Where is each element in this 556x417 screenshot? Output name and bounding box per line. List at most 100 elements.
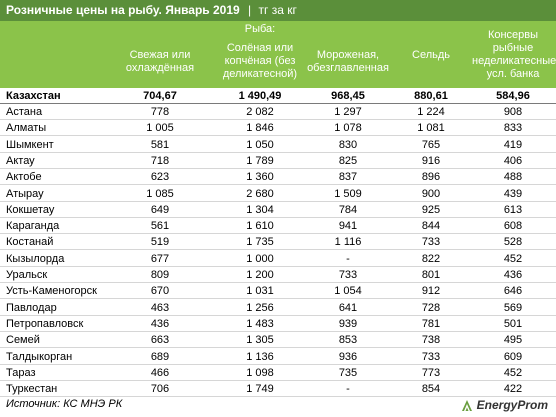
cell-frozen: 1 297: [334, 106, 362, 118]
row-name: Атырау: [6, 187, 44, 200]
cell-herring: 844: [421, 220, 441, 233]
row-name: Павлодар: [6, 301, 57, 314]
cell-canned: 439: [503, 187, 523, 200]
row-name: Тараз: [6, 366, 36, 379]
table-row: Атырау 1 085 2 680 1 509 900 439: [0, 186, 556, 202]
table-title: Розничные цены на рыбу. Январь 2019: [6, 3, 240, 17]
header-col-salted-line1: Солёная или: [226, 42, 294, 54]
cell-herring: 728: [421, 301, 441, 314]
cell-canned: 646: [503, 285, 523, 298]
header-group-label: Рыба:: [244, 23, 276, 35]
table-row: Караганда 561 1 610 941 844 608: [0, 218, 556, 235]
cell-herring: 896: [421, 171, 441, 184]
cell-salted: 1 846: [246, 122, 274, 135]
row-name: Караганда: [6, 220, 60, 233]
cell-frozen: 941: [338, 220, 358, 233]
cell-fresh: 649: [150, 203, 170, 216]
table-row: Костанай 519 1 735 1 116 733 528: [0, 234, 556, 251]
row-name: Актобе: [6, 171, 42, 184]
cell-salted: 1 735: [246, 236, 274, 249]
cell-fresh: 704,67: [143, 90, 177, 102]
cell-fresh: 463: [150, 301, 170, 314]
header-col-canned-line2: рыбные: [492, 42, 534, 54]
row-name: Усть-Каменогорск: [6, 285, 97, 298]
cell-canned: 406: [503, 154, 523, 167]
table-row: Тараз 466 1 098 735 773 452: [0, 365, 556, 381]
cell-salted: 1 789: [246, 154, 274, 167]
cell-fresh: 519: [150, 236, 170, 249]
cell-fresh: 623: [150, 171, 170, 184]
cell-frozen: 784: [338, 203, 358, 216]
cell-herring: 1 224: [417, 106, 445, 118]
cell-canned: 488: [503, 171, 523, 184]
cell-salted: 1 136: [246, 350, 274, 363]
cell-frozen: 1 078: [334, 122, 362, 135]
table-footer: Источник: КС МНЭ РК EnergyProm: [0, 392, 556, 417]
unit-label: тг за кг: [258, 3, 297, 17]
cell-herring: 781: [421, 317, 441, 330]
table-row: Шымкент 581 1 050 830 765 419: [0, 137, 556, 153]
row-name: Семей: [6, 334, 40, 347]
cell-canned: 422: [503, 383, 523, 396]
cell-frozen: 968,45: [331, 90, 365, 102]
cell-fresh: 778: [150, 106, 170, 118]
table-row: Талдыкорган 689 1 136 936 733 609: [0, 349, 556, 365]
cell-herring: 912: [421, 285, 441, 298]
cell-fresh: 1 085: [146, 187, 174, 200]
cell-herring: 1 081: [417, 122, 445, 135]
cell-herring: 880,61: [414, 90, 448, 102]
cell-herring: 822: [421, 252, 441, 265]
cell-herring: 733: [421, 350, 441, 363]
cell-canned: 584,96: [496, 90, 530, 102]
cell-fresh: 809: [150, 269, 170, 281]
row-name: Кызылорда: [6, 252, 65, 265]
cell-salted: 1 490,49: [238, 90, 282, 102]
cell-salted: 2 680: [246, 187, 274, 200]
header-col-herring: Сельдь: [390, 49, 472, 62]
header-col-canned: Консервы рыбные неделикатесные, усл. бан…: [472, 29, 556, 81]
cell-canned: 452: [503, 252, 523, 265]
header-col-salted-line3: деликатесной): [222, 68, 298, 80]
cell-herring: 900: [421, 187, 441, 200]
cell-canned: 495: [503, 334, 523, 347]
cell-salted: 1 256: [246, 301, 274, 314]
cell-fresh: 670: [150, 285, 170, 298]
cell-fresh: 663: [150, 334, 170, 347]
logo: EnergyProm: [459, 396, 548, 414]
cell-herring: 773: [421, 366, 441, 379]
header-col-salted: Солёная или копчёная (без деликатесной): [214, 42, 306, 81]
cell-salted: 2 082: [246, 106, 274, 118]
cell-frozen: 837: [338, 171, 358, 184]
row-name: Кокшетау: [6, 203, 55, 216]
row-name: Костанай: [6, 236, 54, 249]
cell-fresh: 561: [150, 220, 170, 233]
row-name: Шымкент: [6, 138, 54, 151]
table-row: Усть-Каменогорск 670 1 031 1 054 912 646: [0, 283, 556, 300]
cell-salted: 1 483: [246, 317, 274, 330]
row-name: Казахстан: [6, 90, 61, 102]
row-name: Петропавловск: [6, 317, 84, 330]
row-name: Талдыкорган: [6, 350, 73, 363]
cell-frozen: 641: [338, 301, 358, 314]
cell-herring: 733: [421, 236, 441, 249]
table-row: Туркестан 706 1 749 - 854 422: [0, 381, 556, 398]
cell-frozen: 1 116: [334, 236, 362, 249]
header-col-frozen-line2: обезглавленная: [307, 62, 389, 74]
cell-salted: 1 305: [246, 334, 274, 347]
table-row: Уральск 809 1 200 733 801 436: [0, 267, 556, 283]
cell-frozen: 1 509: [334, 187, 362, 200]
cell-canned: 419: [503, 138, 523, 151]
cell-salted: 1 000: [246, 252, 274, 265]
cell-canned: 528: [503, 236, 523, 249]
cell-salted: 1 200: [246, 269, 274, 281]
table-row-total: Казахстан 704,67 1 490,49 968,45 880,61 …: [0, 88, 556, 104]
cell-herring: 854: [421, 383, 441, 396]
cell-canned: 501: [503, 317, 523, 330]
cell-salted: 1 304: [246, 203, 274, 216]
table-row: Семей 663 1 305 853 738 495: [0, 332, 556, 349]
cell-salted: 1 050: [246, 138, 274, 151]
cell-canned: 613: [503, 203, 523, 216]
header-col-frozen: Мороженая, обезглавленная: [306, 49, 390, 75]
cell-frozen: 733: [338, 269, 358, 281]
cell-frozen: -: [346, 383, 350, 396]
